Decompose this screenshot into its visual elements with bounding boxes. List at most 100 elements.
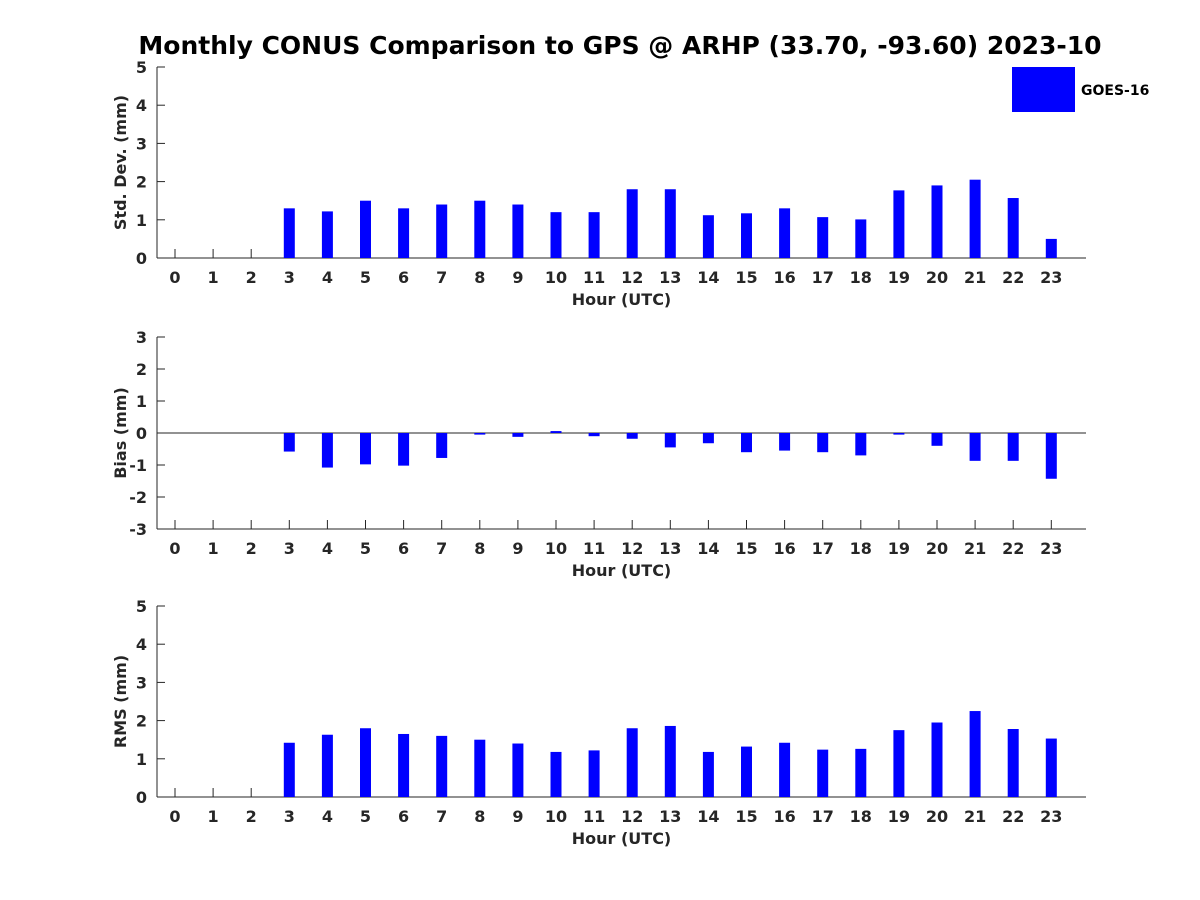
std-dev-x-tick-label: 6	[398, 268, 409, 287]
rms-bar	[893, 730, 905, 797]
std-dev-x-tick-label: 9	[512, 268, 523, 287]
rms-bar	[588, 750, 600, 797]
rms-x-tick-label: 8	[474, 807, 485, 826]
std-dev-x-tick-label: 2	[246, 268, 257, 287]
chart-title: Monthly CONUS Comparison to GPS @ ARHP (…	[138, 31, 1101, 60]
rms-x-tick-label: 23	[1040, 807, 1062, 826]
bias-y-tick-label: -3	[129, 520, 147, 539]
bias-bar	[664, 433, 676, 448]
rms-x-tick-label: 10	[545, 807, 567, 826]
bias-x-tick-label: 8	[474, 539, 485, 558]
std-dev-x-tick-label: 10	[545, 268, 567, 287]
std-dev-bar	[664, 189, 676, 258]
bias-bar	[817, 433, 829, 453]
bias-x-tick-label: 18	[850, 539, 872, 558]
rms-x-tick-label: 13	[659, 807, 681, 826]
bias-bar	[588, 433, 600, 437]
rms-x-tick-label: 18	[850, 807, 872, 826]
rms-bar	[550, 751, 562, 797]
std-dev-x-tick-label: 19	[888, 268, 910, 287]
bias-y-tick-label: 3	[136, 328, 147, 347]
rms-bar	[817, 749, 829, 797]
std-dev-x-tick-label: 1	[208, 268, 219, 287]
rms-x-tick-label: 9	[512, 807, 523, 826]
rms-bar	[626, 728, 638, 797]
bias-bar	[1007, 433, 1019, 461]
std-dev-x-axis-label: Hour (UTC)	[572, 290, 672, 309]
bias-y-tick-label: -2	[129, 488, 147, 507]
bias-x-tick-label: 13	[659, 539, 681, 558]
std-dev-y-tick-label: 0	[136, 249, 147, 268]
bias-bar	[855, 433, 867, 456]
bias-x-tick-label: 20	[926, 539, 948, 558]
rms-bar	[398, 733, 410, 797]
bias-bar	[398, 433, 410, 466]
std-dev-bar	[702, 215, 714, 258]
bias-bar	[969, 433, 981, 461]
std-dev-x-tick-label: 0	[169, 268, 180, 287]
bias-y-axis-label: Bias (mm)	[111, 387, 130, 479]
rms-bar	[741, 746, 752, 797]
bias-bar	[321, 433, 333, 468]
bias-x-tick-label: 6	[398, 539, 409, 558]
bias-x-tick-label: 12	[621, 539, 643, 558]
rms-y-axis-label: RMS (mm)	[111, 655, 130, 748]
bias-bar	[1045, 433, 1057, 479]
bias-x-tick-label: 0	[169, 539, 180, 558]
bias-x-tick-label: 1	[208, 539, 219, 558]
std-dev-x-tick-label: 4	[322, 268, 333, 287]
rms-x-tick-label: 20	[926, 807, 948, 826]
bias-x-tick-label: 3	[284, 539, 295, 558]
bias-bar	[550, 431, 562, 433]
rms-y-tick-label: 1	[136, 750, 147, 769]
std-dev-x-tick-label: 3	[284, 268, 295, 287]
bias-x-tick-label: 19	[888, 539, 910, 558]
legend: GOES-16	[1012, 67, 1149, 112]
rms-bar	[779, 742, 791, 797]
std-dev-bar	[969, 179, 981, 258]
bias-bar	[436, 433, 448, 458]
std-dev-y-tick-label: 4	[136, 96, 147, 115]
rms-x-tick-label: 12	[621, 807, 643, 826]
bias-bar	[702, 433, 714, 444]
std-dev-bar	[779, 208, 791, 258]
std-dev-bar	[931, 185, 943, 258]
std-dev-bar	[855, 219, 867, 258]
bias-x-tick-label: 14	[697, 539, 719, 558]
bias-x-tick-label: 4	[322, 539, 333, 558]
rms-bar	[360, 728, 371, 797]
rms-x-tick-label: 4	[322, 807, 333, 826]
rms-x-tick-label: 11	[583, 807, 605, 826]
bias-y-tick-label: 1	[136, 392, 147, 411]
std-dev-x-tick-label: 15	[735, 268, 757, 287]
std-dev-bar	[626, 189, 638, 258]
rms-x-tick-label: 7	[436, 807, 447, 826]
rms-bar	[664, 725, 676, 797]
std-dev-bar	[1045, 238, 1057, 258]
std-dev-bar	[398, 208, 410, 258]
rms-y-tick-label: 5	[136, 597, 147, 616]
rms-bar	[436, 735, 448, 797]
rms-x-tick-label: 21	[964, 807, 986, 826]
bias-x-tick-label: 7	[436, 539, 447, 558]
bias-bar	[893, 433, 905, 435]
std-dev-y-tick-label: 2	[136, 173, 147, 192]
rms-x-tick-label: 1	[208, 807, 219, 826]
std-dev-bar	[1007, 198, 1019, 258]
std-dev-bar	[436, 204, 448, 258]
std-dev-bar	[283, 208, 295, 258]
bias-x-tick-label: 17	[812, 539, 834, 558]
bias-x-tick-label: 2	[246, 539, 257, 558]
rms-bar	[283, 742, 295, 797]
rms-y-tick-label: 0	[136, 788, 147, 807]
std-dev-bar	[893, 190, 905, 258]
rms-x-tick-label: 16	[773, 807, 795, 826]
std-dev-x-tick-label: 23	[1040, 268, 1062, 287]
std-dev-y-tick-label: 5	[136, 58, 147, 77]
rms-bar	[702, 751, 714, 797]
std-dev-x-tick-label: 5	[360, 268, 371, 287]
bias-x-tick-label: 22	[1002, 539, 1024, 558]
